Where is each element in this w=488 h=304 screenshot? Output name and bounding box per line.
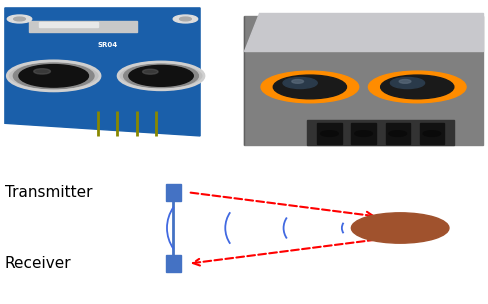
Bar	[166, 184, 181, 201]
Bar	[307, 120, 454, 145]
Bar	[29, 21, 137, 32]
Circle shape	[14, 17, 25, 21]
Circle shape	[351, 213, 449, 243]
Circle shape	[173, 15, 198, 23]
Circle shape	[399, 80, 411, 83]
Bar	[166, 255, 181, 272]
Circle shape	[129, 65, 193, 86]
Circle shape	[123, 64, 199, 88]
Circle shape	[355, 131, 372, 136]
Bar	[39, 22, 98, 27]
Circle shape	[7, 61, 100, 91]
Bar	[351, 123, 376, 144]
Circle shape	[283, 78, 317, 88]
Bar	[317, 123, 342, 144]
Circle shape	[368, 71, 466, 103]
Circle shape	[321, 131, 338, 136]
Bar	[386, 123, 410, 144]
Polygon shape	[5, 8, 200, 136]
Circle shape	[34, 69, 50, 74]
Circle shape	[292, 80, 304, 83]
Text: SR04: SR04	[97, 43, 118, 48]
Polygon shape	[244, 13, 483, 50]
Text: Transmitter: Transmitter	[5, 185, 92, 200]
Circle shape	[261, 71, 359, 103]
Circle shape	[381, 75, 454, 99]
Circle shape	[273, 75, 346, 99]
Text: Receiver: Receiver	[5, 256, 72, 271]
Circle shape	[19, 65, 88, 87]
Circle shape	[389, 131, 407, 136]
Bar	[420, 123, 444, 144]
Polygon shape	[244, 16, 483, 145]
Circle shape	[390, 78, 425, 88]
Circle shape	[13, 63, 94, 89]
Circle shape	[142, 69, 158, 74]
Circle shape	[7, 15, 32, 23]
Circle shape	[180, 17, 191, 21]
Circle shape	[118, 62, 204, 90]
Circle shape	[423, 131, 441, 136]
